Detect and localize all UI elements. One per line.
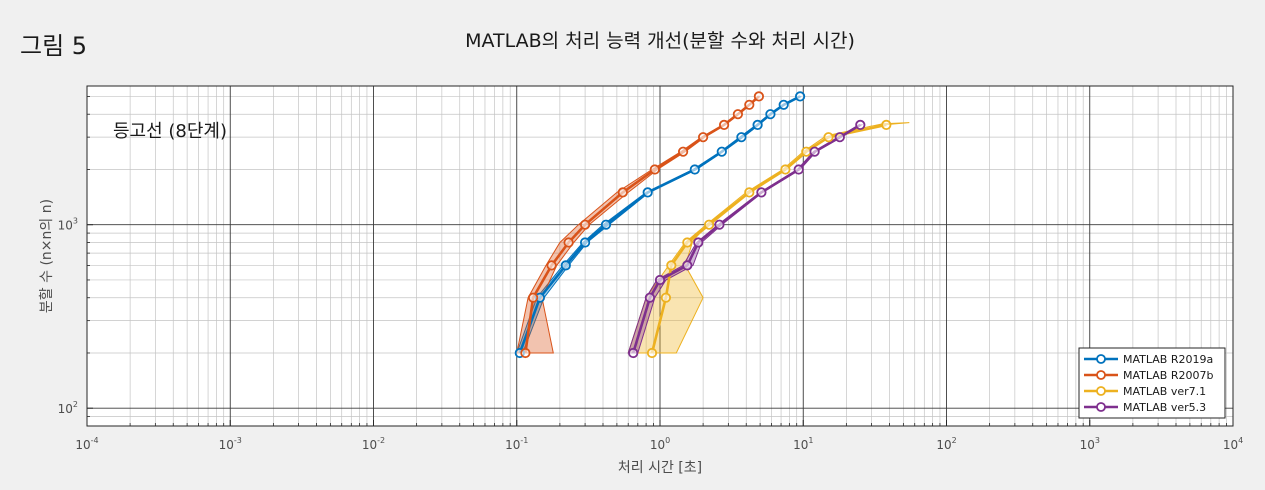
series-3-point: [660, 292, 672, 303]
series-markers: [514, 91, 892, 359]
series-1-point: [579, 237, 591, 248]
legend-entry-3-marker: [1096, 386, 1106, 396]
legend-entry-1-label: MATLAB R2019a: [1123, 353, 1213, 366]
legend-entry-1-marker: [1096, 354, 1106, 364]
series-2-point: [718, 119, 730, 131]
series-2-point: [697, 132, 709, 143]
series-2-point: [753, 91, 765, 102]
series-3-point: [780, 164, 791, 175]
series-1-point: [600, 219, 612, 230]
series-2-point: [527, 292, 539, 303]
figure-label: 그림 5: [20, 32, 88, 60]
series-4-point: [793, 164, 804, 175]
chart-title: MATLAB의 처리 능력 개선(분할 수와 처리 시간): [465, 30, 855, 52]
series-3-point: [744, 187, 755, 198]
series-2-point: [677, 146, 689, 157]
legend-entry-2-label: MATLAB R2007b: [1123, 369, 1213, 382]
series-4-point: [682, 260, 693, 271]
axis-tick-labels: 10-4 10-3 10-2 10-1 100 101 102 103 104 102 103: [58, 217, 1244, 452]
series-2-point: [617, 187, 628, 198]
x-tick-label: 10-2: [362, 436, 385, 452]
x-tick-label: 104: [1223, 436, 1243, 452]
x-tick-label: 10-4: [75, 436, 98, 452]
series-4-point: [693, 237, 704, 248]
series-4-point: [644, 292, 656, 303]
x-tick-label: 10-1: [505, 436, 528, 452]
series-4-point: [714, 219, 725, 230]
contour-annotation: 등고선 (8단계): [113, 121, 227, 142]
series-1-point: [752, 119, 763, 131]
series-3-point: [801, 146, 812, 157]
y-axis-label: 분할 수 (n×n의 n): [39, 199, 55, 313]
series-4-point: [756, 187, 767, 198]
series-3-point: [682, 237, 693, 248]
series-2-point: [546, 260, 557, 271]
series-4-point: [654, 274, 666, 286]
x-tick-label: 10-3: [219, 436, 242, 452]
series-1-point: [642, 187, 653, 198]
x-tick-label: 103: [1080, 436, 1100, 452]
series-1-point: [689, 164, 700, 175]
y-tick-label: 102: [58, 400, 78, 416]
series-2-point: [579, 219, 591, 230]
series-2-point: [649, 164, 660, 175]
series-1-point: [716, 146, 727, 157]
series-3-band: [627, 122, 910, 354]
x-axis-label: 처리 시간 [초]: [618, 460, 702, 476]
series-2-point: [563, 237, 574, 248]
series-3-point: [666, 260, 677, 271]
series-4-point: [855, 119, 866, 131]
x-tick-label: 100: [650, 436, 670, 452]
y-tick-label: 103: [58, 217, 78, 233]
series-4-point: [628, 347, 639, 359]
series-2-point: [732, 109, 744, 120]
series-4-point: [834, 132, 845, 143]
series-1-point: [736, 132, 747, 143]
series-1-point: [765, 109, 776, 120]
legend-entry-3-label: MATLAB ver7.1: [1123, 385, 1206, 398]
series-3-point: [703, 219, 715, 230]
series-1-point: [560, 260, 571, 271]
legend-entry-4-label: MATLAB ver5.3: [1123, 401, 1206, 414]
series-1-point: [778, 99, 789, 110]
series-4-point: [809, 146, 820, 157]
series-3-line: [650, 123, 887, 354]
x-tick-label: 102: [936, 436, 956, 452]
legend-entry-2-marker: [1096, 370, 1106, 380]
x-tick-label: 101: [793, 436, 813, 452]
legend-entry-4-marker: [1096, 402, 1106, 412]
series-3-point: [646, 347, 658, 359]
axis-ticks: [86, 96, 1234, 427]
series-2-point: [520, 347, 531, 359]
legend: MATLAB R2019a MATLAB R2007b MATLAB ver7.1 M…: [1078, 347, 1226, 419]
series-1-point: [794, 91, 806, 102]
series-3-point: [881, 119, 892, 131]
series-3-point: [823, 132, 834, 143]
series-2-point: [744, 99, 755, 110]
